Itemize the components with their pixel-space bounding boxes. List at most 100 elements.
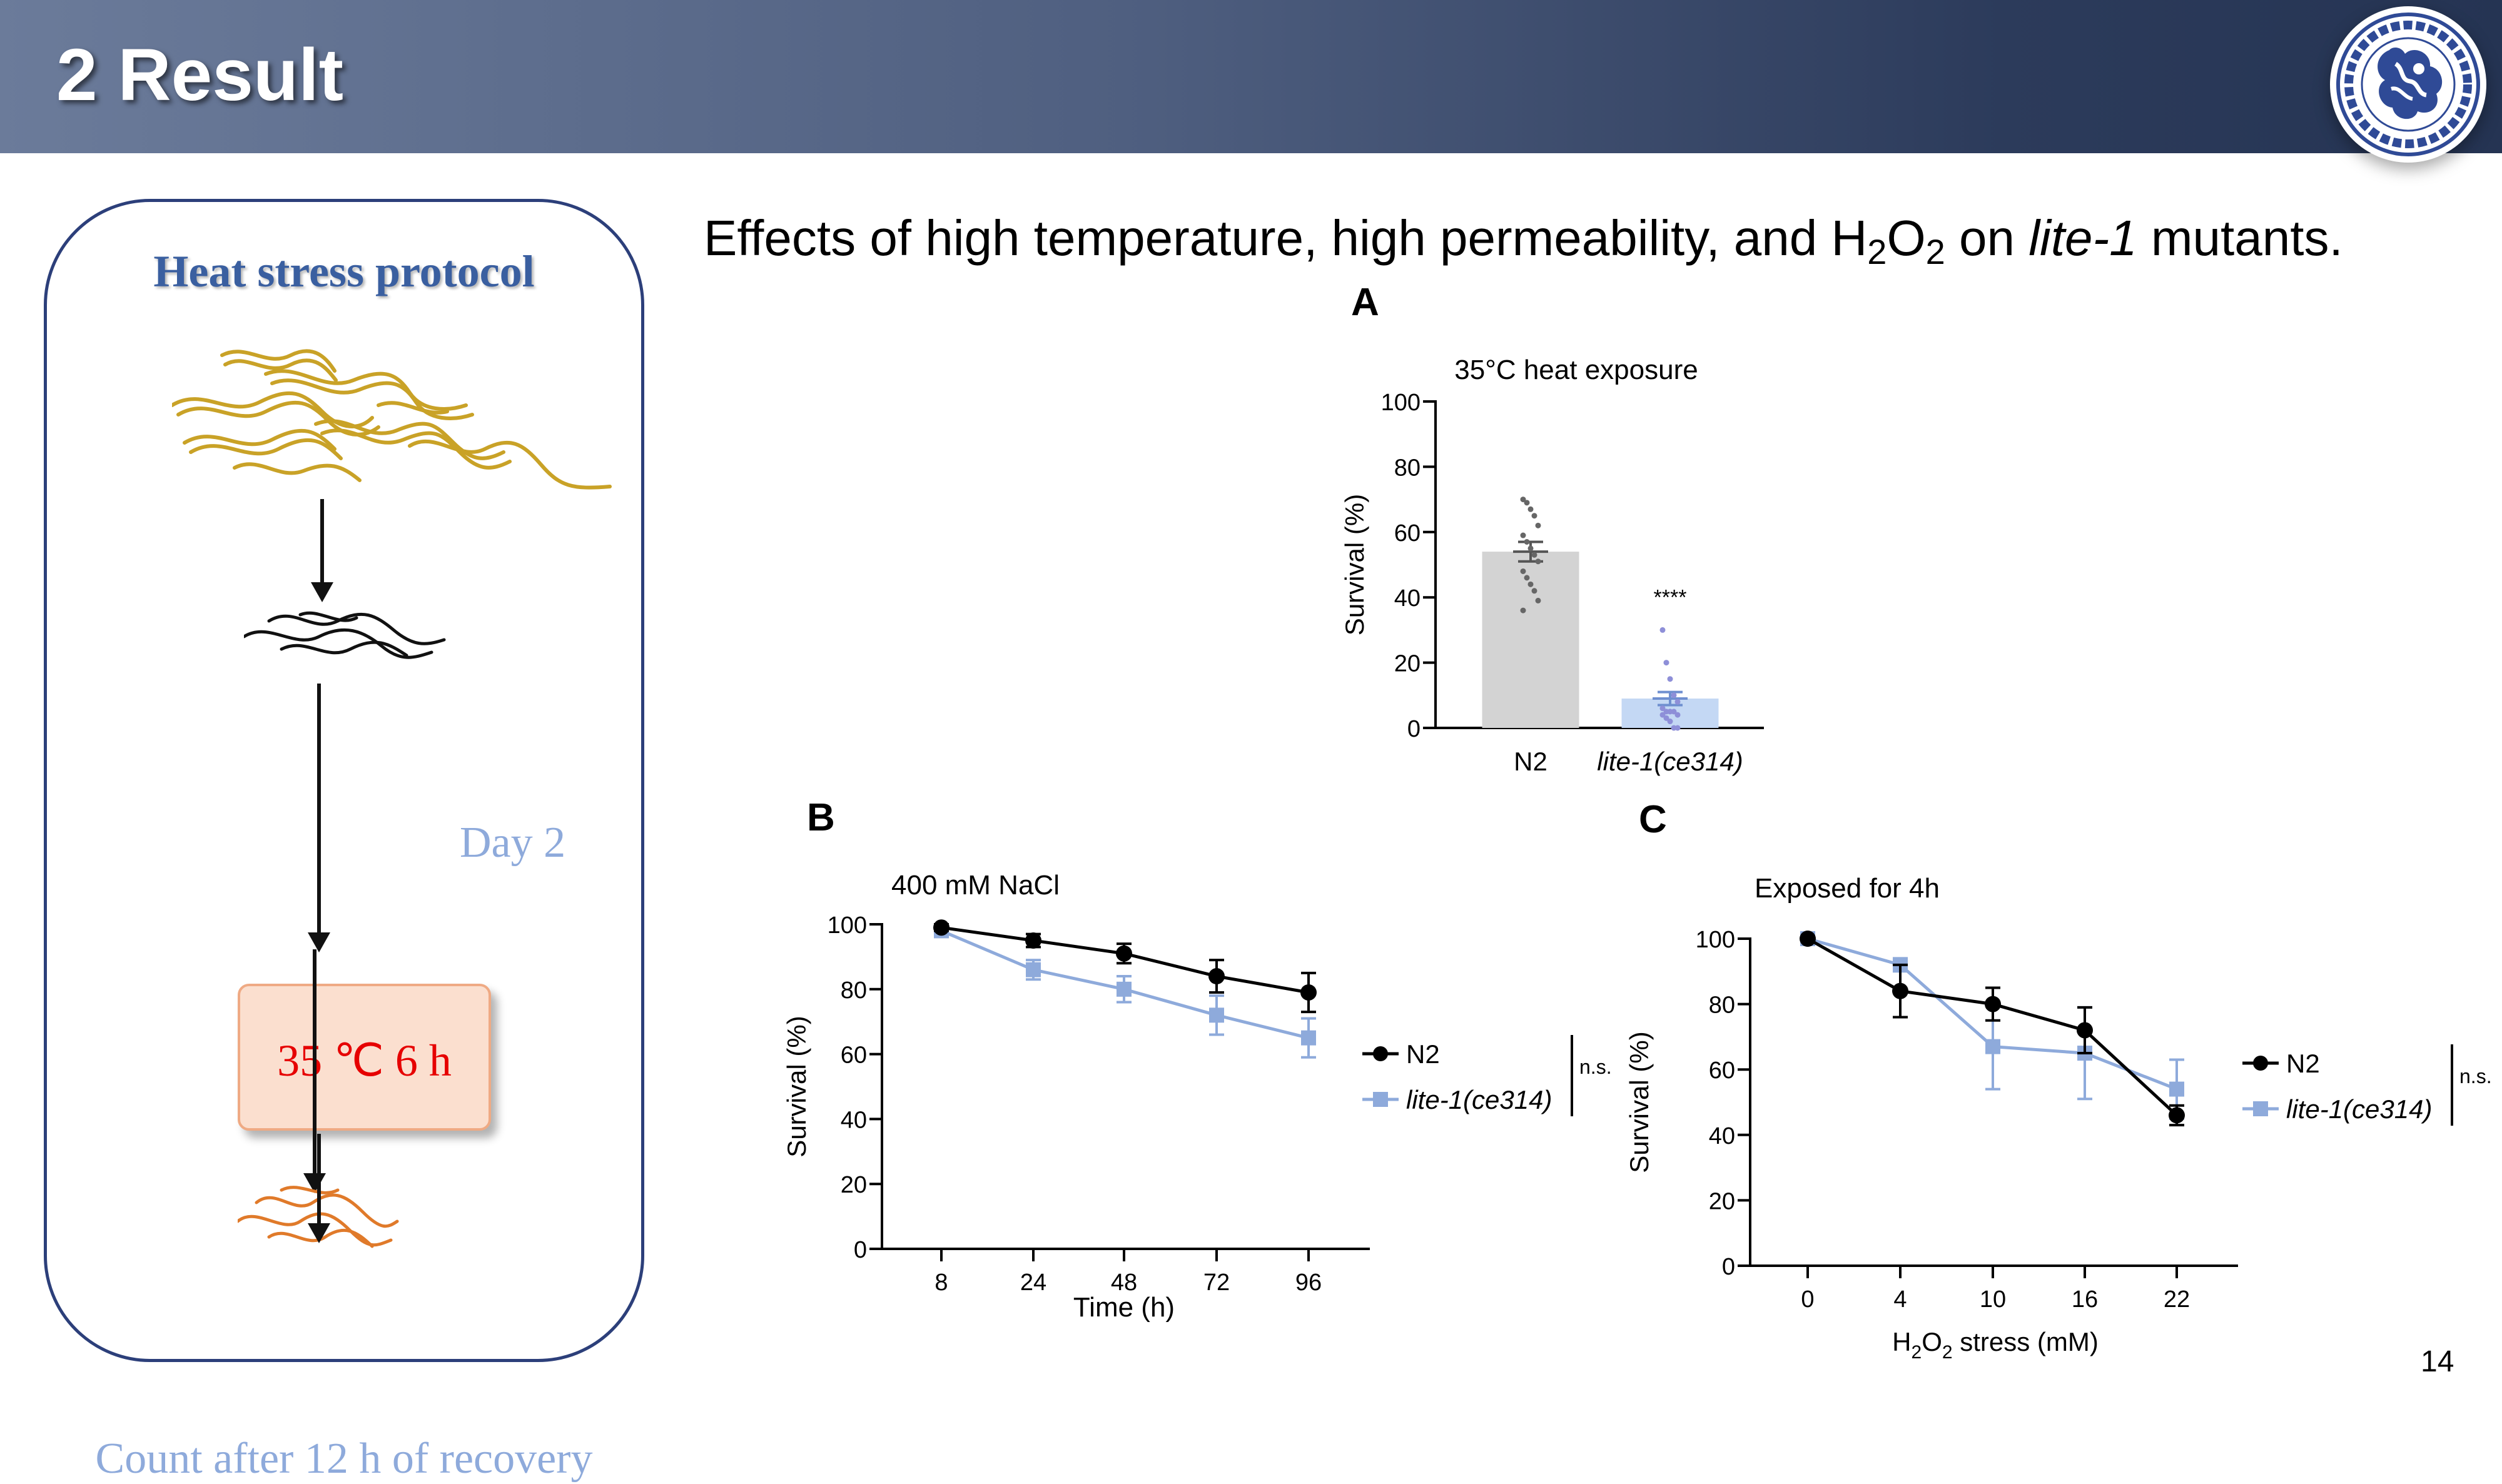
chart-b-data-point — [1116, 945, 1132, 962]
chart-b-data-point — [1208, 968, 1225, 985]
panel-letter-b: B — [807, 796, 835, 839]
panel-letter-c: C — [1639, 798, 1667, 841]
chart-b-y-tick-label: 100 — [828, 912, 867, 939]
chart-a-data-point — [1663, 715, 1669, 721]
chart-a-data-point — [1535, 522, 1541, 528]
figure-title-part: on — [1945, 210, 2029, 266]
chart-b-data-point — [933, 919, 950, 936]
chart-c-legend-label: N2 — [2286, 1049, 2320, 1078]
chart-b-y-axis-label: Survival (%) — [782, 1016, 811, 1157]
chart-a-data-point — [1674, 699, 1681, 705]
count-label: Count after 12 h of recovery — [95, 1435, 593, 1483]
chart-a-data-point — [1524, 500, 1530, 506]
chart-c-x-axis-label: H2O2 stress (mM) — [1892, 1327, 2099, 1363]
chart-c-x-tick-label: 0 — [1801, 1286, 1814, 1313]
chart-b-legend-marker — [1373, 1092, 1388, 1107]
chart-a-data-point — [1527, 506, 1534, 512]
chart-a-x-tick-label: lite-1(ce314) — [1597, 747, 1743, 776]
chart-c-data-point — [1892, 982, 1908, 999]
chart-c-y-tick-label: 60 — [1709, 1057, 1735, 1084]
chart-b-title: 400 mM NaCl — [891, 870, 1060, 901]
logo-seal-icon — [2336, 13, 2480, 156]
chart-c-y-axis-label: Survival (%) — [1624, 1031, 1654, 1173]
chart-a-data-point — [1667, 676, 1673, 682]
protocol-title: Heat stress protocol — [153, 246, 535, 296]
chart-a-data-point — [1520, 568, 1526, 574]
chart-b-x-tick-label: 24 — [1020, 1269, 1046, 1296]
chart-a-data-point — [1659, 627, 1666, 633]
chart-c-y-tick-label: 80 — [1709, 992, 1735, 1019]
heat-treatment-label: 35 ℃ 6 h — [277, 1036, 452, 1086]
chart-b-x-tick-label: 96 — [1295, 1269, 1322, 1296]
chart-a-data-point — [1520, 532, 1526, 538]
chart-c-x-tick-label: 4 — [1893, 1286, 1907, 1313]
chart-a-data-point — [1674, 725, 1681, 731]
chart-a-data-point — [1524, 538, 1530, 545]
chart-a-data-point — [1531, 513, 1537, 519]
chart-b-data-point — [1026, 962, 1041, 977]
chart-c-data-point — [2077, 1022, 2093, 1039]
chart-a-data-point — [1535, 558, 1541, 565]
figure-title-part: Effects of high temperature, high permea… — [704, 210, 1868, 266]
chart-a-heat-exposure: 35°C heat exposure 0 20 40 60 80 100 Survival (… — [1340, 355, 1764, 776]
chart-a-x-tick-label: N2 — [1514, 747, 1547, 776]
chart-a-significance: **** — [1654, 586, 1687, 610]
chart-a-data-point — [1527, 581, 1534, 587]
chart-a-y-tick-label: 100 — [1381, 390, 1421, 416]
slide-title: 2 Result — [56, 34, 344, 116]
chart-b-y-tick-label: 40 — [841, 1107, 867, 1133]
chart-b-data-point — [1300, 984, 1317, 1001]
chart-a-data-point — [1659, 705, 1666, 712]
chart-c-data-point — [1800, 931, 1816, 947]
figure-title-part: O — [1887, 210, 1926, 266]
chart-b-y-tick-label: 80 — [841, 977, 867, 1004]
chart-b-nacl-survival: 400 mM NaCl 0 20 40 60 80 100 8 24 48 72 96 Survival… — [782, 870, 1612, 1323]
chart-c-significance: n.s. — [2459, 1065, 2492, 1088]
chart-b-legend-label: N2 — [1406, 1039, 1440, 1069]
chart-a-y-tick-label: 20 — [1394, 651, 1421, 677]
chart-a-y-tick-label: 40 — [1394, 585, 1421, 612]
chart-a-bar — [1482, 552, 1579, 728]
chart-c-y-tick-label: 40 — [1709, 1123, 1735, 1149]
heat-treatment-box: 35 ℃ 6 h — [238, 984, 491, 1131]
chart-b-data-point — [1301, 1030, 1316, 1046]
chart-a-data-point — [1667, 719, 1673, 725]
chart-c-legend-marker — [2253, 1056, 2268, 1071]
chart-b-legend-marker — [1373, 1046, 1388, 1061]
chart-a-title: 35°C heat exposure — [1454, 355, 1698, 385]
chart-b-x-tick-label: 8 — [934, 1269, 948, 1296]
chart-b-data-point — [1209, 1007, 1224, 1023]
chart-b-data-point — [1025, 932, 1041, 949]
heat-stress-protocol-panel: Heat stress protocol Day 2 — [44, 199, 644, 1483]
figure-title-subscript: 2 — [1925, 232, 1945, 271]
chart-c-title: Exposed for 4h — [1755, 873, 1940, 904]
worms-population-icon — [172, 349, 612, 490]
panel-letter-a: A — [1351, 281, 1379, 324]
chart-b-y-tick-label: 60 — [841, 1042, 867, 1069]
day2-worms-icon — [244, 611, 446, 659]
step-arrow-3 — [303, 949, 326, 1193]
chart-a-data-point — [1520, 497, 1526, 503]
chart-c-data-point — [1985, 996, 2001, 1012]
chart-c-y-tick-label: 100 — [1696, 927, 1735, 953]
chart-b-significance: n.s. — [1579, 1056, 1612, 1078]
chart-b-y-tick-label: 20 — [841, 1172, 867, 1198]
slide-header: 2 Result — [0, 0, 2502, 163]
chart-c-data-point — [2169, 1081, 2184, 1097]
chart-b-legend-label: lite-1(ce314) — [1406, 1085, 1552, 1114]
figure-title-part: mutants. — [2137, 210, 2343, 266]
chart-c-h2o2-survival: Exposed for 4h 0 20 40 60 80 100 0 4 10 16 22 Surviv… — [1624, 873, 2492, 1363]
step-arrow-4 — [308, 1134, 330, 1243]
chart-a-data-point — [1524, 575, 1530, 581]
day-label: Day 2 — [460, 819, 566, 867]
step-arrow-1 — [311, 499, 333, 602]
chart-a-data-point — [1531, 588, 1537, 594]
chart-a-data-point — [1527, 545, 1534, 552]
chart-a-y-tick-label: 0 — [1407, 716, 1421, 742]
chart-a-y-tick-label: 80 — [1394, 455, 1421, 481]
chart-c-data-point — [1985, 1039, 2000, 1054]
figure-title: Effects of high temperature, high permea… — [704, 209, 2343, 272]
chart-c-y-tick-label: 20 — [1709, 1188, 1735, 1214]
step-arrow-2 — [308, 684, 330, 952]
chart-c-legend-marker — [2253, 1101, 2268, 1116]
